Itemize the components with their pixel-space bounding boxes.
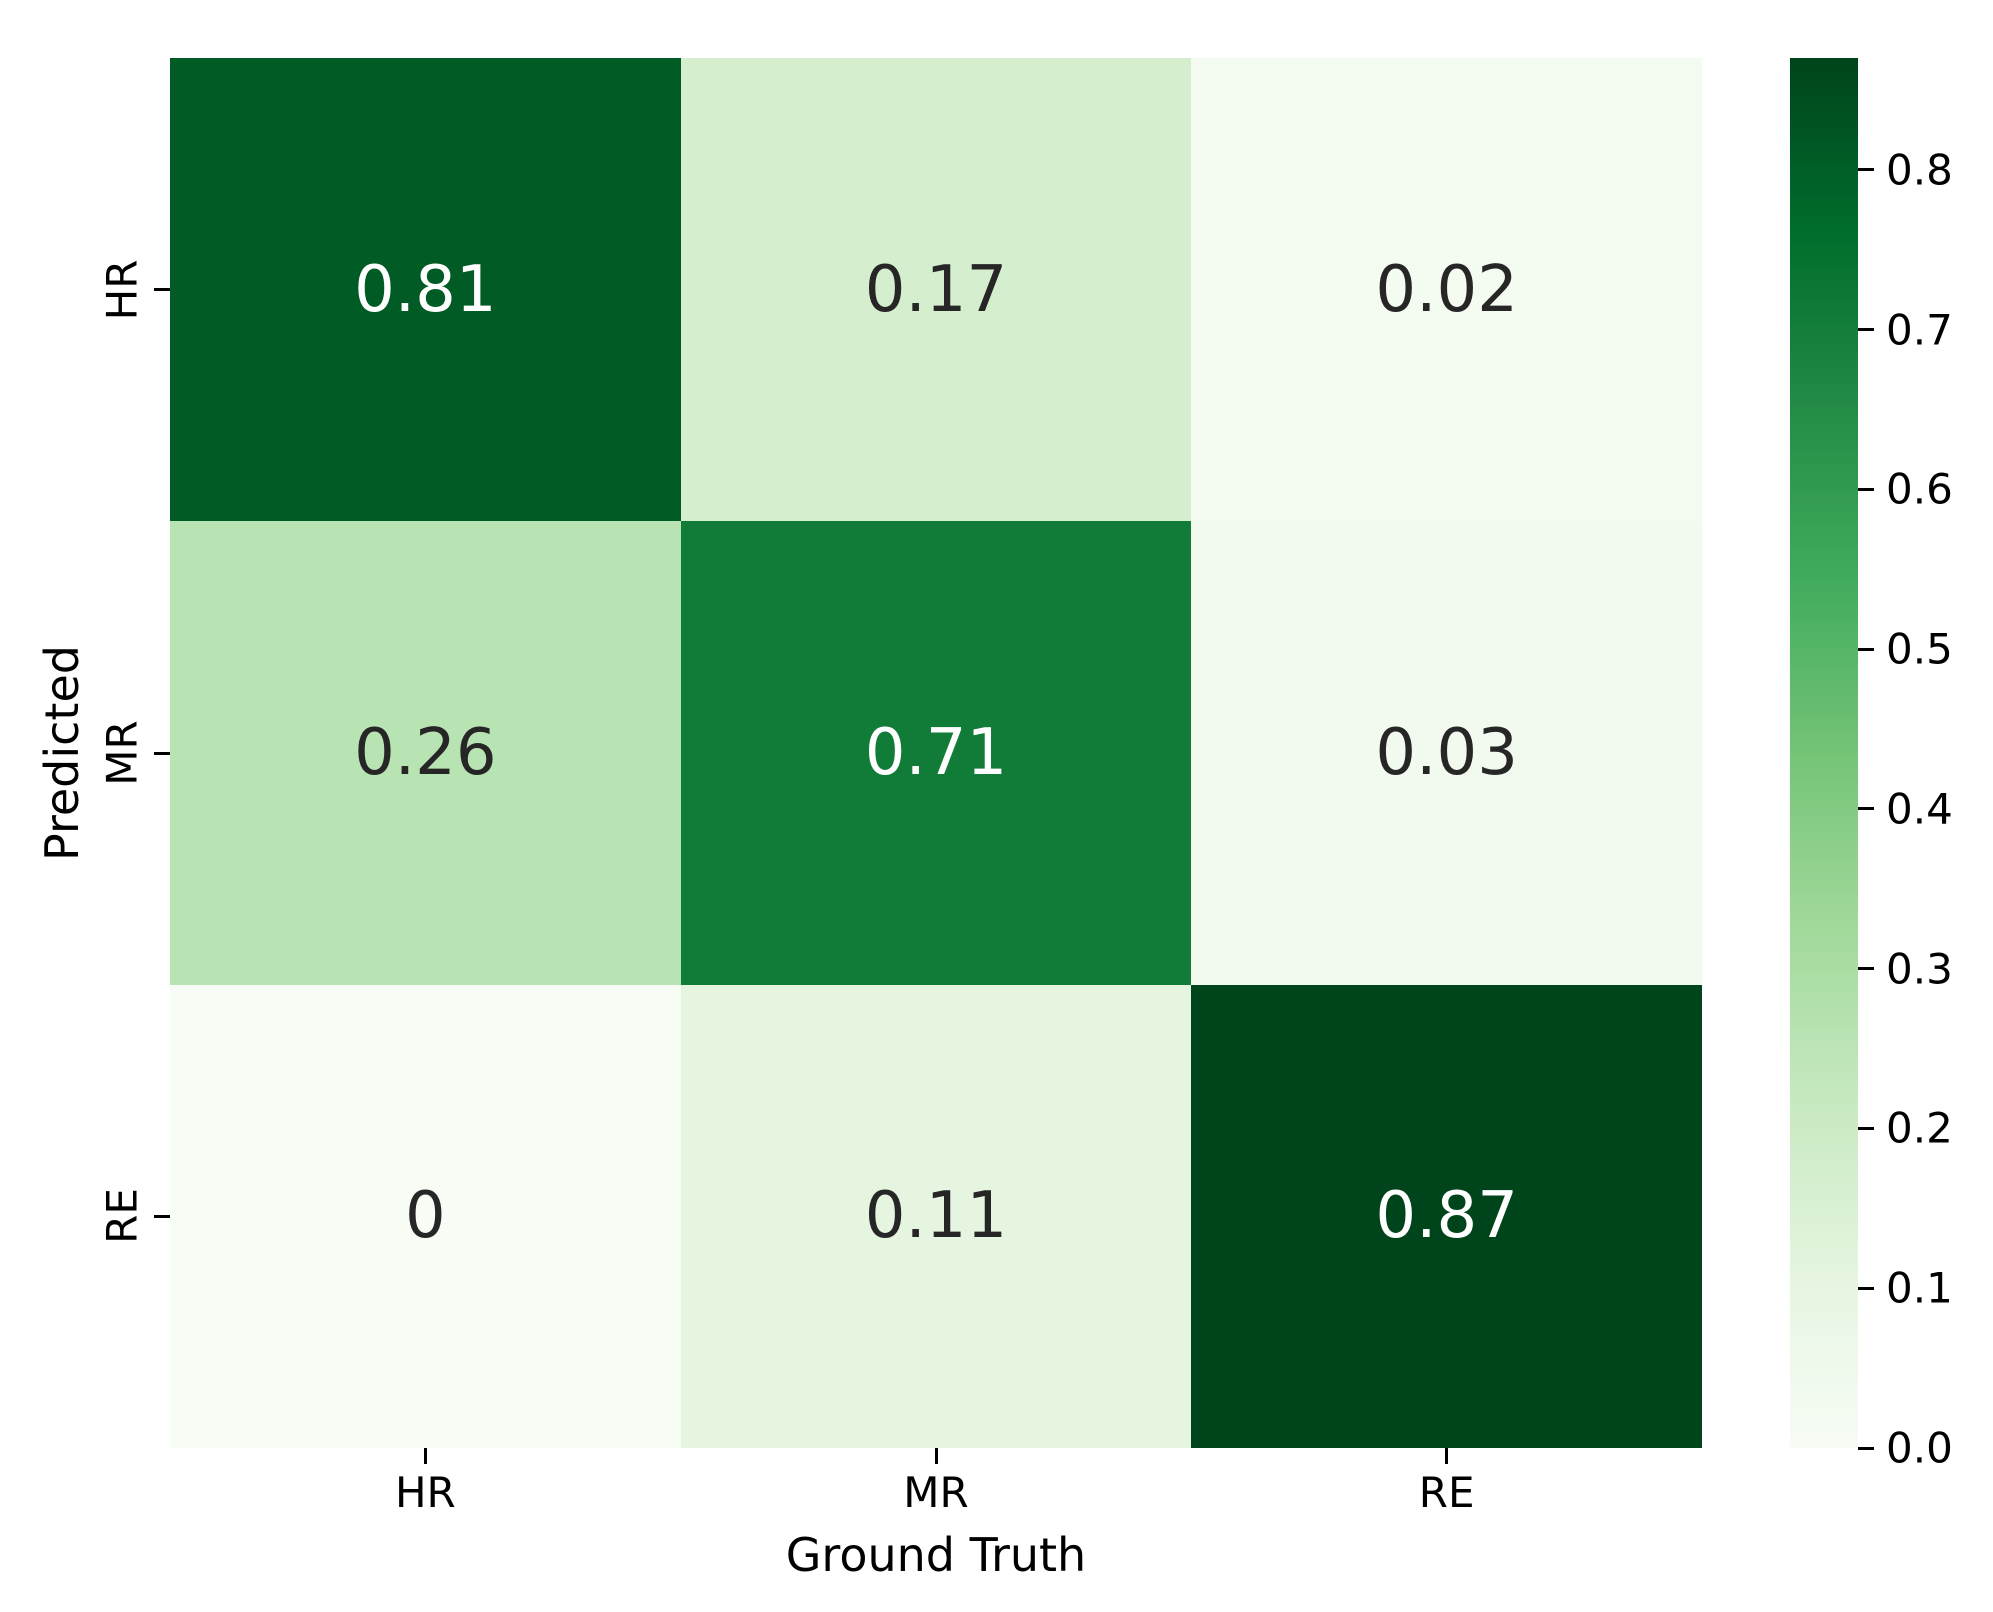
colorbar-tick-label: 0.8 <box>1886 145 1953 195</box>
colorbar-tick-label: 0.1 <box>1886 1263 1953 1313</box>
y-axis-title: Predicted <box>35 645 89 861</box>
y-tick-mark <box>154 1214 170 1218</box>
y-tick-mark <box>154 751 170 755</box>
x-tick-mark <box>423 1448 427 1464</box>
cell-value: 0.87 <box>1375 1179 1518 1254</box>
colorbar-tick-mark <box>1858 1286 1874 1290</box>
heatmap-cell: 0.02 <box>1191 58 1702 522</box>
cell-value: 0.71 <box>864 715 1008 790</box>
cell-value: 0 <box>404 1179 446 1254</box>
cell-value: 0.11 <box>864 1179 1008 1254</box>
x-axis-title: Ground Truth <box>785 1528 1087 1582</box>
colorbar-tick-mark <box>1858 647 1874 651</box>
x-tick-mark <box>1445 1448 1449 1464</box>
cell-value: 0.81 <box>354 252 497 327</box>
colorbar <box>1790 58 1858 1448</box>
y-tick-label: RE <box>97 1188 147 1245</box>
heatmap-cell: 0 <box>170 984 681 1448</box>
cell-value: 0.26 <box>354 715 497 790</box>
cell-value: 0.02 <box>1375 252 1518 327</box>
colorbar-tick-label: 0.2 <box>1886 1103 1953 1153</box>
colorbar-tick-label: 0.5 <box>1886 624 1953 674</box>
colorbar-tick-label: 0.0 <box>1886 1423 1953 1473</box>
colorbar-tick-mark <box>1858 1126 1874 1130</box>
heatmap-cell: 0.26 <box>170 521 681 985</box>
colorbar-tick-mark <box>1858 807 1874 811</box>
colorbar-tick-label: 0.7 <box>1886 305 1953 355</box>
heatmap-cell: 0.81 <box>170 58 681 522</box>
x-tick-mark <box>934 1448 938 1464</box>
y-tick-mark <box>154 288 170 292</box>
colorbar-tick-label: 0.4 <box>1886 784 1953 834</box>
y-tick-label: HR <box>97 259 147 321</box>
colorbar-tick-label: 0.3 <box>1886 944 1953 994</box>
x-tick-label: MR <box>903 1468 969 1517</box>
colorbar-tick-mark <box>1858 967 1874 971</box>
colorbar-tick-mark <box>1858 328 1874 332</box>
heatmap-cell: 0.71 <box>680 521 1192 985</box>
colorbar-tick-label: 0.6 <box>1886 464 1953 514</box>
colorbar-tick-mark <box>1858 168 1874 172</box>
confusion-matrix-heatmap: 0.81 0.17 0.02 0.26 0.71 0.03 0 0.11 0.87 <box>170 58 1702 1448</box>
heatmap-cell: 0.11 <box>680 984 1192 1448</box>
colorbar-tick-mark <box>1858 1446 1874 1450</box>
cell-value: 0.17 <box>864 252 1008 327</box>
cell-value: 0.03 <box>1375 715 1518 790</box>
y-tick-label: MR <box>97 720 147 786</box>
heatmap-cell: 0.87 <box>1191 984 1702 1448</box>
heatmap-cell: 0.17 <box>680 58 1192 522</box>
x-tick-label: HR <box>394 1468 456 1517</box>
heatmap-cell: 0.03 <box>1191 521 1702 985</box>
x-tick-label: RE <box>1418 1468 1475 1517</box>
colorbar-tick-mark <box>1858 487 1874 491</box>
